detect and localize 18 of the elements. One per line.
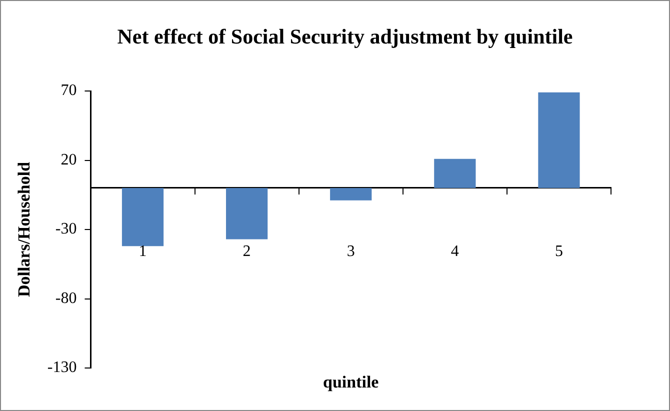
bar <box>434 158 476 188</box>
x-tick-label: 3 <box>346 243 355 260</box>
x-tick-label: 5 <box>554 243 563 260</box>
bar <box>538 92 580 188</box>
y-tick-label: -30 <box>55 220 77 238</box>
bar <box>122 188 164 246</box>
bar <box>226 188 268 240</box>
y-tick-label: 70 <box>60 82 77 100</box>
y-tick-label: -130 <box>47 359 77 376</box>
y-tick-label: -80 <box>55 290 77 307</box>
x-tick-label: 2 <box>242 243 251 260</box>
x-tick-label: 4 <box>450 243 459 260</box>
y-tick-label: 20 <box>60 151 77 168</box>
chart-title: Net effect of Social Security adjustment by quintile <box>117 24 573 48</box>
bar <box>330 188 372 200</box>
x-tick-label: 1 <box>138 243 147 260</box>
y-axis-title: Dollars/Household <box>14 161 34 298</box>
x-axis-title: quintile <box>322 372 380 392</box>
